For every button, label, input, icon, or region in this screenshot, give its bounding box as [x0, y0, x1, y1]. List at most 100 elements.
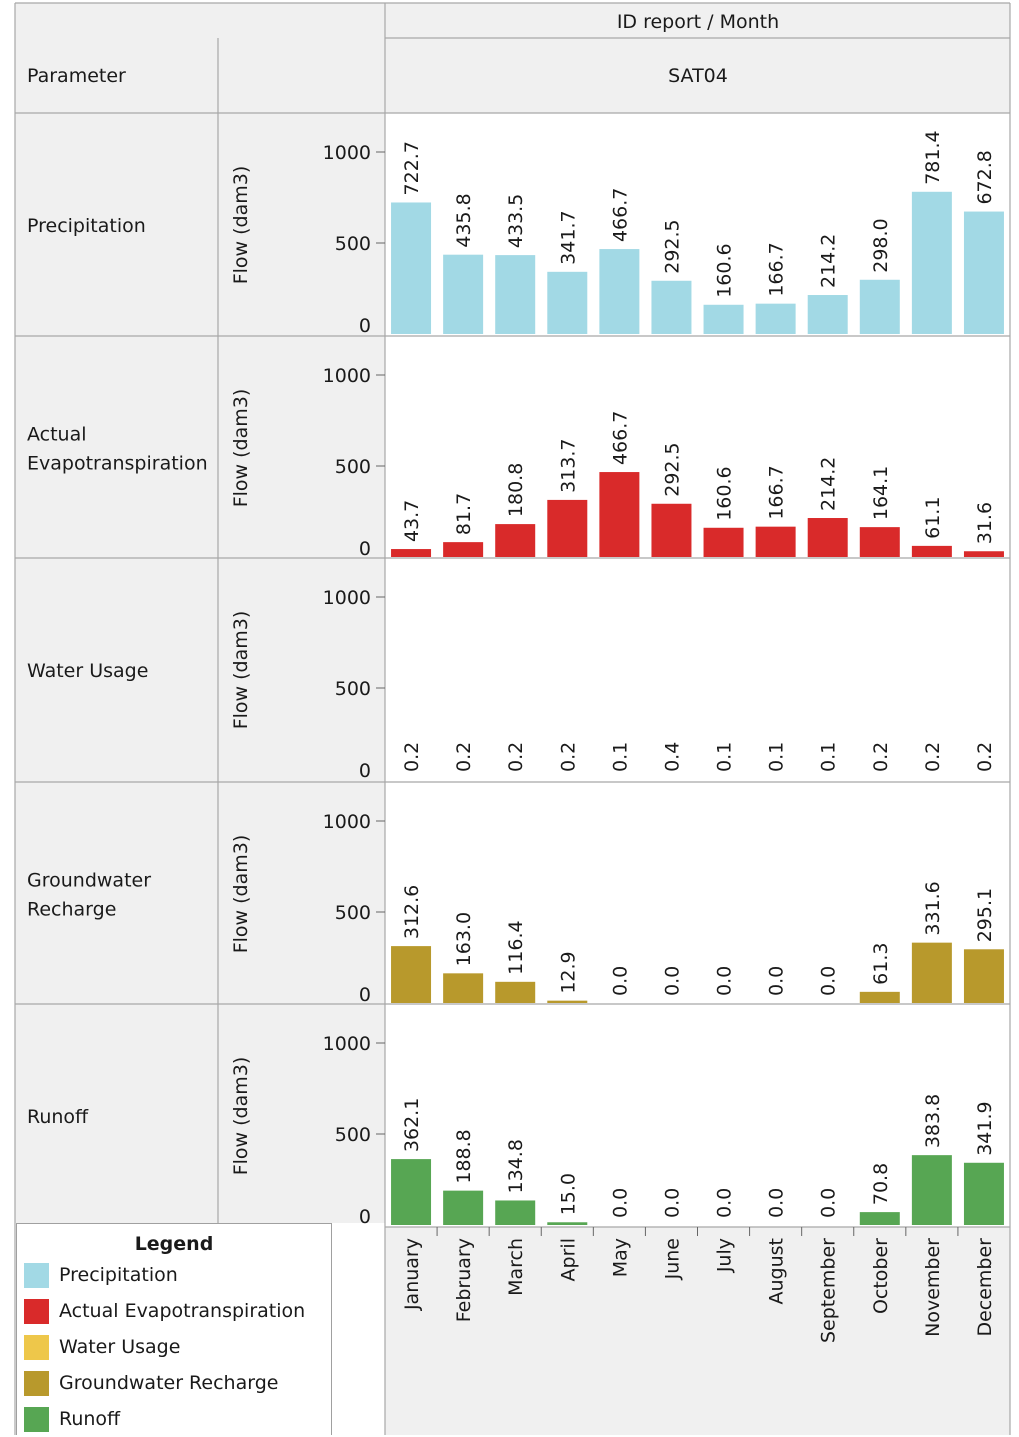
bar-value-label: 292.5	[661, 219, 683, 273]
bar-value-label: 81.7	[453, 493, 475, 535]
x-axis-area-bg	[385, 1227, 1010, 1435]
x-tick-label: July	[714, 1238, 736, 1273]
legend-swatch	[24, 1262, 49, 1288]
y-axis-label: Flow (dam3)	[230, 611, 252, 730]
bar	[547, 499, 588, 557]
bar-value-label: 0.1	[766, 742, 788, 772]
x-tick-label: May	[609, 1238, 631, 1277]
bar-value-label: 0.0	[661, 966, 683, 996]
bar-value-label: 0.2	[870, 742, 892, 772]
x-tick-label: August	[766, 1238, 788, 1305]
bar	[443, 973, 484, 1003]
legend-swatch	[24, 1370, 49, 1396]
bar-value-label: 116.4	[505, 920, 527, 974]
y-tick-label: 500	[335, 1124, 371, 1146]
bar-value-label: 214.2	[818, 457, 840, 511]
table-header-bg	[15, 3, 1010, 113]
y-tick-label: 1000	[323, 587, 371, 609]
y-axis-label: Flow (dam3)	[230, 1057, 252, 1176]
x-tick-label: March	[505, 1238, 527, 1296]
bar-value-label: 160.6	[714, 243, 736, 297]
bar-value-label: 0.2	[453, 742, 475, 772]
legend-title: Legend	[134, 1233, 214, 1255]
bar	[859, 991, 900, 1003]
bar	[495, 524, 536, 557]
legend-item-groundwater-recharge: Groundwater Recharge	[24, 1365, 331, 1401]
legend-item-actual-evapotranspiration: Actual Evapotranspiration	[24, 1293, 331, 1329]
bar-value-label: 341.7	[557, 210, 579, 264]
bar	[547, 271, 588, 334]
row-label: Recharge	[27, 899, 116, 921]
y-tick-label: 500	[335, 678, 371, 700]
bar-value-label: 214.2	[818, 234, 840, 288]
bar-value-label: 166.7	[766, 465, 788, 519]
y-tick-label: 0	[359, 315, 371, 337]
bar	[495, 981, 536, 1003]
bar-value-label: 466.7	[609, 411, 631, 465]
bar-value-label: 341.9	[974, 1101, 996, 1155]
bar	[599, 472, 640, 557]
bar-value-label: 313.7	[557, 439, 579, 493]
y-tick-label: 500	[335, 233, 371, 255]
legend-box: Legend Precipitation Actual Evapotranspi…	[16, 1223, 332, 1435]
bar-value-label: 61.3	[870, 943, 892, 985]
bar	[911, 942, 952, 1003]
bar-value-label: 331.6	[922, 881, 944, 935]
bar-value-label: 0.0	[818, 1188, 840, 1218]
bar	[755, 303, 796, 334]
bar	[859, 527, 900, 557]
bar	[599, 249, 640, 334]
bar-value-label: 362.1	[401, 1098, 423, 1152]
row-header-title: Parameter	[27, 65, 126, 87]
bar-value-label: 433.5	[505, 194, 527, 248]
bar-value-label: 0.0	[714, 966, 736, 996]
bar	[651, 280, 692, 334]
row-label-column-bg	[15, 113, 385, 1223]
bar-value-label: 0.0	[609, 966, 631, 996]
bar-value-label: 70.8	[870, 1163, 892, 1205]
bar-value-label: 295.1	[974, 888, 996, 942]
bar	[391, 202, 432, 334]
bar-value-label: 0.2	[922, 742, 944, 772]
legend-item-water-usage: Water Usage	[24, 1329, 331, 1365]
row-label: Evapotranspiration	[27, 453, 208, 475]
y-axis-label: Flow (dam3)	[230, 389, 252, 508]
bar-value-label: 0.1	[818, 742, 840, 772]
x-tick-label: December	[974, 1238, 996, 1337]
bar-value-label: 0.0	[766, 1188, 788, 1218]
bar	[443, 254, 484, 334]
bar-value-label: 0.2	[557, 742, 579, 772]
y-axis-label: Flow (dam3)	[230, 835, 252, 954]
bar	[963, 949, 1004, 1003]
bar-value-label: 15.0	[557, 1173, 579, 1215]
bar-value-label: 160.6	[714, 466, 736, 520]
bar-value-label: 466.7	[609, 188, 631, 242]
bar-value-label: 0.2	[974, 742, 996, 772]
legend-label: Runoff	[59, 1408, 121, 1430]
bar	[703, 527, 744, 557]
y-tick-label: 1000	[323, 811, 371, 833]
bar	[911, 191, 952, 334]
legend-swatch	[24, 1298, 49, 1324]
bar-value-label: 134.8	[505, 1139, 527, 1193]
bar	[807, 295, 848, 334]
bar	[547, 1000, 588, 1003]
bar-value-label: 31.6	[974, 502, 996, 544]
bar-value-label: 435.8	[453, 193, 475, 247]
bar-value-label: 0.2	[505, 742, 527, 772]
bar	[755, 526, 796, 557]
bar	[911, 1155, 952, 1225]
y-tick-label: 0	[359, 1206, 371, 1228]
bar-value-label: 61.1	[922, 497, 944, 539]
bar-value-label: 0.0	[609, 1188, 631, 1218]
bar	[443, 542, 484, 557]
bar-value-label: 164.1	[870, 466, 892, 520]
x-tick-label: January	[401, 1238, 423, 1311]
legend-swatch	[24, 1406, 49, 1432]
bar-value-label: 0.2	[401, 742, 423, 772]
bar	[859, 1212, 900, 1225]
legend-swatch	[24, 1334, 49, 1360]
x-tick-label: September	[818, 1238, 840, 1343]
x-tick-label: April	[557, 1238, 579, 1281]
